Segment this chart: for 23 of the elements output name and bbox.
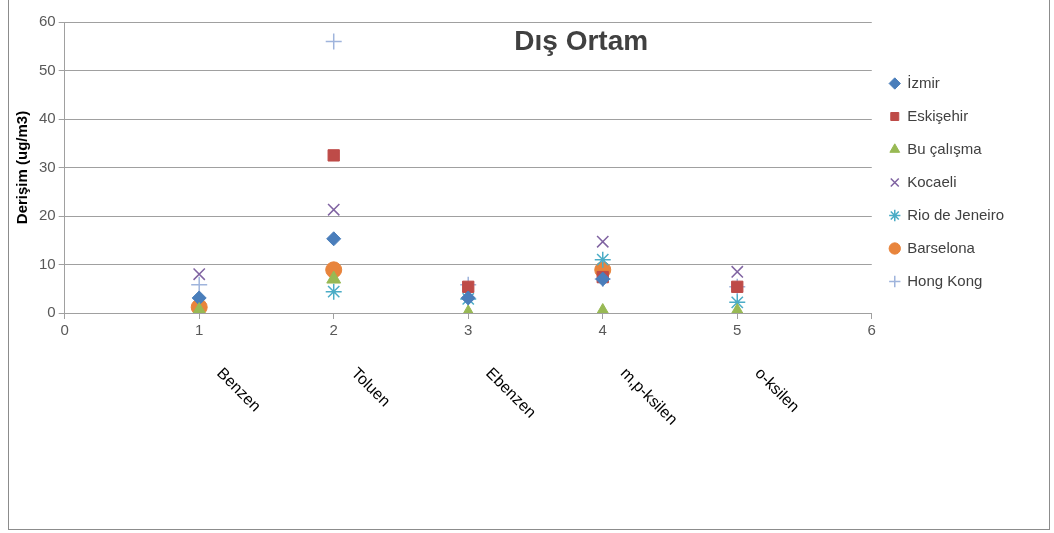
y-tick-label: 20 [39,206,56,224]
y-tick-label: 60 [39,12,56,30]
legend-label: İzmir [907,73,940,91]
legend-label: Hong Kong [907,271,983,289]
x-tick-label: 6 [867,321,876,339]
y-axis-title: Derişim (ug/m3) [13,110,31,225]
legend-label: Rio de Jeneiro [907,205,1005,223]
x-tick-label: 1 [195,321,204,339]
x-tick-label: 0 [60,321,69,339]
y-tick-label: 40 [39,109,56,127]
chart-title: Dış Ortam [514,24,649,56]
legend-label: Kocaeli [907,172,957,190]
y-tick-label: 10 [39,254,56,272]
legend-label: Barselona [907,238,976,256]
x-tick-label: 3 [464,321,473,339]
y-tick-label: 30 [39,157,56,175]
y-tick-label: 50 [39,60,56,78]
legend-label: Eskişehir [907,106,969,124]
y-tick-label: 0 [47,303,56,321]
x-tick-label: 4 [598,321,607,339]
x-tick-label: 5 [733,321,742,339]
legend-label: Bu çalışma [907,139,983,157]
x-tick-label: 2 [329,321,338,339]
